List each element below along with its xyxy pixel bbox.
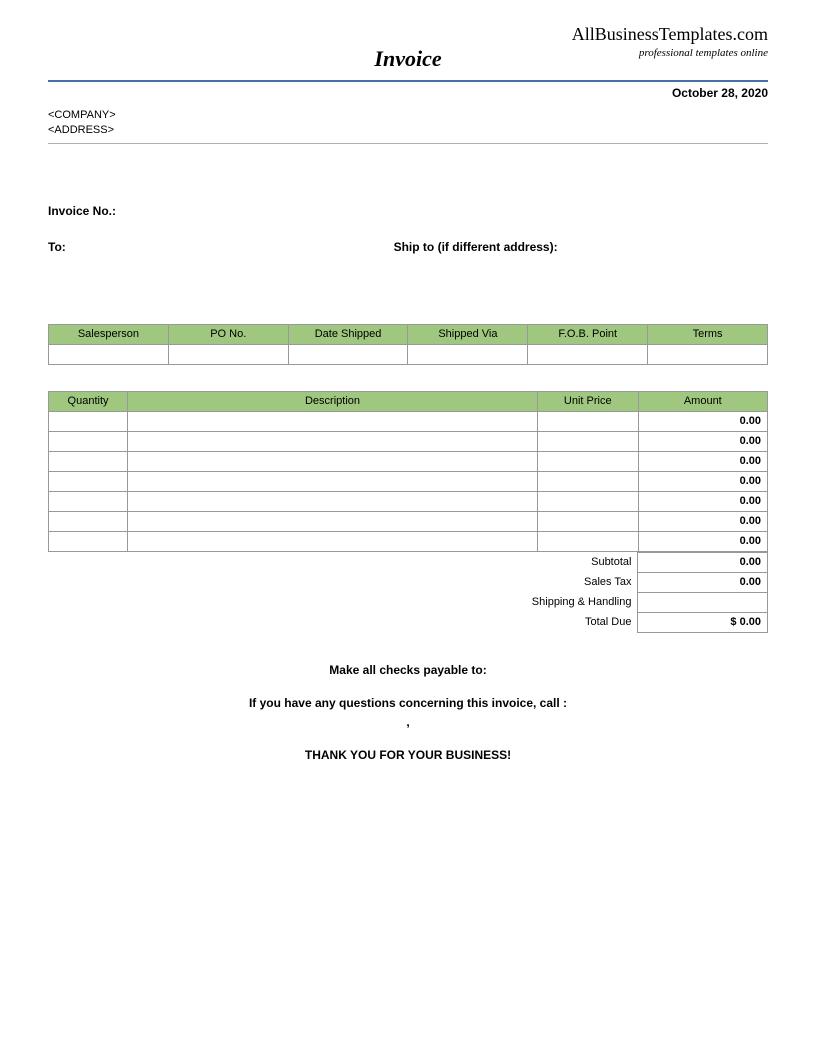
total-label: Total Due — [48, 612, 638, 632]
table-row: 0.00 — [49, 491, 768, 511]
shipping-cell — [528, 344, 648, 364]
brand-block: AllBusinessTemplates.com professional te… — [572, 24, 768, 59]
items-cell-desc — [128, 471, 538, 491]
footer-comma: , — [406, 715, 409, 729]
table-row: 0.00 — [49, 431, 768, 451]
footer-checks: Make all checks payable to: — [48, 661, 768, 680]
shipping-cell — [288, 344, 408, 364]
items-header-cell: Description — [128, 391, 538, 411]
to-label: To: — [48, 240, 394, 254]
totals-table: Subtotal 0.00 Sales Tax 0.00 Shipping & … — [48, 552, 768, 633]
items-cell-amount: 0.00 — [638, 411, 767, 431]
shipping-header-cell: Shipped Via — [408, 324, 528, 344]
footer-block: Make all checks payable to: If you have … — [48, 661, 768, 766]
shipping-header-cell: Date Shipped — [288, 324, 408, 344]
items-cell-amount: 0.00 — [638, 431, 767, 451]
items-header-cell: Unit Price — [537, 391, 638, 411]
items-table: QuantityDescriptionUnit PriceAmount 0.00… — [48, 391, 768, 552]
footer-questions: If you have any questions concerning thi… — [249, 696, 567, 710]
items-cell-qty — [49, 471, 128, 491]
total-due-row: Total Due $ 0.00 — [48, 612, 768, 632]
shipping-header-cell: Terms — [648, 324, 768, 344]
subtotal-row: Subtotal 0.00 — [48, 552, 768, 572]
items-cell-qty — [49, 431, 128, 451]
shipping-table: SalespersonPO No.Date ShippedShipped Via… — [48, 324, 768, 365]
items-cell-unit — [537, 471, 638, 491]
info-block: Invoice No.: To: Ship to (if different a… — [48, 204, 768, 254]
footer-thanks: THANK YOU FOR YOUR BUSINESS! — [48, 746, 768, 765]
items-cell-qty — [49, 411, 128, 431]
items-cell-qty — [49, 451, 128, 471]
items-cell-desc — [128, 431, 538, 451]
items-header-cell: Amount — [638, 391, 767, 411]
shipping-header-cell: F.O.B. Point — [528, 324, 648, 344]
shipping-label: Shipping & Handling — [48, 592, 638, 612]
total-value: $ 0.00 — [638, 612, 768, 632]
items-cell-amount: 0.00 — [638, 491, 767, 511]
items-cell-unit — [537, 531, 638, 551]
items-cell-qty — [49, 531, 128, 551]
items-cell-qty — [49, 511, 128, 531]
shipping-cell — [49, 344, 169, 364]
table-row: 0.00 — [49, 511, 768, 531]
items-cell-unit — [537, 411, 638, 431]
company-block: <COMPANY> <ADDRESS> — [48, 108, 768, 144]
company-placeholder: <COMPANY> — [48, 108, 768, 123]
shipping-cell — [648, 344, 768, 364]
shipping-value — [638, 592, 768, 612]
header: AllBusinessTemplates.com professional te… — [48, 30, 768, 78]
header-rule — [48, 80, 768, 82]
table-row: 0.00 — [49, 471, 768, 491]
invoice-number-label: Invoice No.: — [48, 204, 768, 218]
items-cell-amount: 0.00 — [638, 451, 767, 471]
brand-tagline: professional templates online — [572, 47, 768, 59]
items-cell-desc — [128, 451, 538, 471]
items-cell-desc — [128, 531, 538, 551]
subtotal-label: Subtotal — [48, 552, 638, 572]
items-cell-desc — [128, 491, 538, 511]
items-cell-unit — [537, 431, 638, 451]
address-row: To: Ship to (if different address): — [48, 240, 768, 254]
shipping-cell — [168, 344, 288, 364]
items-cell-amount: 0.00 — [638, 531, 767, 551]
ship-to-label: Ship to (if different address): — [394, 240, 768, 254]
items-cell-unit — [537, 491, 638, 511]
items-cell-desc — [128, 411, 538, 431]
items-cell-desc — [128, 511, 538, 531]
address-placeholder: <ADDRESS> — [48, 123, 768, 138]
tax-label: Sales Tax — [48, 572, 638, 592]
items-cell-amount: 0.00 — [638, 511, 767, 531]
tax-row: Sales Tax 0.00 — [48, 572, 768, 592]
items-cell-amount: 0.00 — [638, 471, 767, 491]
table-row: 0.00 — [49, 411, 768, 431]
table-row: 0.00 — [49, 451, 768, 471]
subtotal-value: 0.00 — [638, 552, 768, 572]
items-cell-unit — [537, 451, 638, 471]
items-cell-unit — [537, 511, 638, 531]
items-header-cell: Quantity — [49, 391, 128, 411]
shipping-row: Shipping & Handling — [48, 592, 768, 612]
shipping-header-cell: PO No. — [168, 324, 288, 344]
table-row: 0.00 — [49, 531, 768, 551]
invoice-date: October 28, 2020 — [48, 86, 768, 100]
shipping-cell — [408, 344, 528, 364]
tax-value: 0.00 — [638, 572, 768, 592]
items-cell-qty — [49, 491, 128, 511]
shipping-header-cell: Salesperson — [49, 324, 169, 344]
brand-name: AllBusinessTemplates.com — [572, 24, 768, 45]
